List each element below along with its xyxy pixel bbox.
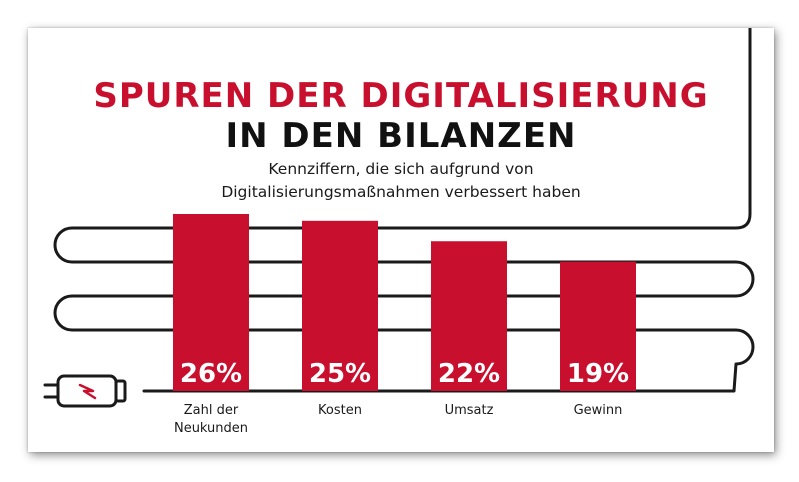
title-line-1: SPUREN DER DIGITALISIERUNG <box>93 76 709 116</box>
bar-0 <box>173 214 249 391</box>
category-label-3: Gewinn <box>574 403 623 418</box>
cable-line <box>53 28 755 393</box>
plug-tip <box>114 379 127 403</box>
category-label-0: Neukunden <box>174 421 248 436</box>
bar-1 <box>302 220 378 391</box>
data-label-3: 19% <box>567 359 629 389</box>
subtitle: Kennziffern, die sich aufgrund von Digit… <box>28 158 774 204</box>
plug-icon <box>43 374 127 408</box>
data-label-1: 25% <box>309 359 371 389</box>
data-label-2: 22% <box>438 359 500 389</box>
bar-chart: 26% Zahl der Neukunden 25% Kosten 22% Umsatz 19… <box>43 28 755 436</box>
infographic-card: SPUREN DER DIGITALISIERUNG IN DEN BILANZ… <box>28 28 774 452</box>
bar-2 <box>431 241 507 391</box>
title-line-2: IN DEN BILANZEN <box>225 116 577 156</box>
bar-3 <box>560 261 636 391</box>
category-label-1: Kosten <box>318 403 362 418</box>
category-label-2: Umsatz <box>445 403 494 418</box>
subtitle-line-2: Digitalisierungsmaßnahmen verbessert hab… <box>221 183 581 201</box>
category-label-0: Zahl der <box>184 403 239 418</box>
data-label-0: 26% <box>180 359 242 389</box>
lightning-bolt-icon <box>78 383 97 400</box>
subtitle-line-1: Kennziffern, die sich aufgrund von <box>268 160 534 178</box>
